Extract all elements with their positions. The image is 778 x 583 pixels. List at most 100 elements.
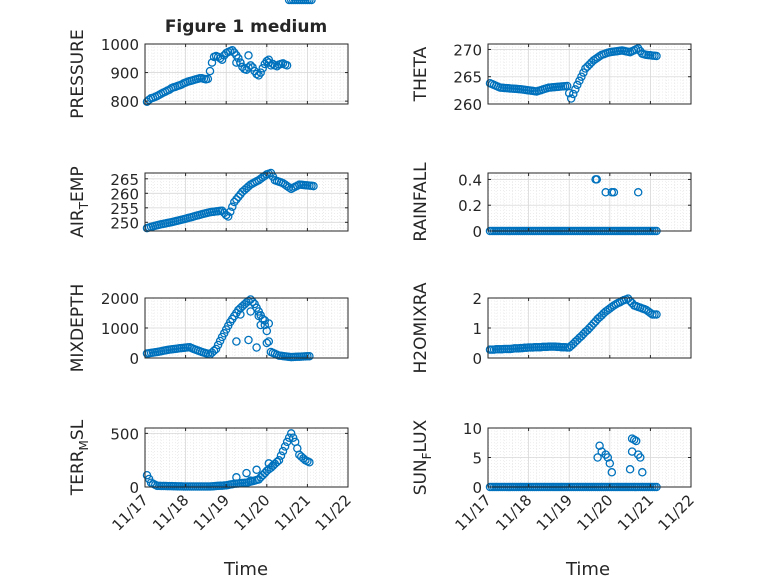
data-point <box>638 468 647 477</box>
data-point <box>256 68 265 77</box>
panel-theta: 260 265 270 THETA <box>411 41 692 114</box>
data-point <box>215 336 225 346</box>
data-point <box>305 351 314 361</box>
data-point <box>585 60 594 69</box>
x-tick-label: 11/21 <box>271 491 314 534</box>
data-point <box>569 89 578 99</box>
data-point <box>252 343 261 352</box>
y-tick-label: 2000 <box>101 290 139 308</box>
data-point <box>246 61 255 70</box>
y-tick-label: 265 <box>110 171 139 189</box>
data-point <box>280 442 290 451</box>
y-axis-label: THETA <box>411 46 431 102</box>
data-point <box>274 455 284 465</box>
data-point <box>232 473 241 482</box>
axes-box <box>144 43 349 105</box>
y-axis-label: SUNFLUX <box>411 419 434 495</box>
data-point <box>282 437 292 447</box>
data-point <box>246 476 255 485</box>
data-point <box>592 175 602 184</box>
data-point <box>307 0 316 5</box>
data-point <box>577 72 586 81</box>
data-point <box>211 344 221 354</box>
y-tick-label: 270 <box>453 41 482 59</box>
data-point <box>262 338 272 348</box>
data-point <box>631 436 641 446</box>
x-tick-label: 11/20 <box>230 491 273 534</box>
data-point <box>625 465 635 474</box>
data-point <box>601 188 610 197</box>
data-point <box>646 308 655 318</box>
data-point <box>605 459 615 468</box>
data-point <box>209 346 219 356</box>
data-point <box>230 197 239 207</box>
data-point <box>254 311 263 321</box>
y-tick-label: 255 <box>110 200 139 218</box>
panel-mixdepth: 0 1000 2000 MIXDEPTH <box>68 284 349 373</box>
data-point <box>246 307 255 316</box>
data-point <box>226 207 235 216</box>
x-tick-label: 11/22 <box>655 491 698 534</box>
y-axis-label: PRESSURE <box>68 29 88 118</box>
y-tick-label: 1000 <box>101 320 139 338</box>
data-point <box>595 441 604 450</box>
data-point <box>232 337 241 346</box>
y-tick-label: 10 <box>463 420 482 438</box>
x-tick-label: 11/17 <box>452 491 495 534</box>
data-point <box>236 58 245 67</box>
data-point <box>252 465 261 475</box>
data-point <box>234 54 243 63</box>
y-tick-label: 0 <box>129 479 139 497</box>
x-tick-label: 11/19 <box>190 491 233 534</box>
data-point <box>232 58 241 67</box>
data-point <box>264 55 274 64</box>
axes-box <box>487 43 692 105</box>
data-point <box>234 192 243 202</box>
y-axis-label: H2OMIXRA <box>411 282 431 373</box>
data-point <box>228 46 237 55</box>
data-point <box>575 76 584 86</box>
y-tick-label: 0.2 <box>458 197 482 215</box>
data-point <box>603 453 613 462</box>
data-point <box>244 335 253 345</box>
data-point <box>288 433 298 442</box>
y-axis-label: MIXDEPTH <box>68 284 88 373</box>
panel-pressure: 800 900 1000 PRESSURE <box>68 0 349 119</box>
y-tick-label: 900 <box>110 65 139 83</box>
axes-box <box>487 172 692 232</box>
x-axis-label-left: Time <box>223 559 268 580</box>
x-tick-label: 11/17 <box>109 491 152 534</box>
y-axis-label: AIRTEMP <box>68 166 91 237</box>
data-point <box>609 188 619 197</box>
data-point <box>286 429 296 438</box>
data-point <box>264 459 274 468</box>
data-point <box>607 468 617 477</box>
data-point <box>276 451 286 460</box>
data-point <box>278 446 288 456</box>
x-tick-label: 11/18 <box>149 491 192 534</box>
data-point <box>242 468 251 478</box>
data-point <box>266 61 276 70</box>
y-tick-label: 265 <box>453 69 482 87</box>
y-tick-label: 0 <box>472 479 482 497</box>
data-point <box>284 183 294 192</box>
data-point <box>564 88 574 98</box>
y-tick-label: 2 <box>472 290 482 308</box>
y-tick-label: 260 <box>110 185 139 203</box>
data-point <box>223 212 233 221</box>
data-point <box>636 453 645 462</box>
y-tick-label: 0 <box>472 350 482 368</box>
data-point <box>203 74 213 84</box>
data-point <box>244 63 253 72</box>
y-axis-label: TERRMSL <box>68 419 91 496</box>
data-point <box>573 80 582 90</box>
x-tick-label: 11/20 <box>573 491 616 534</box>
x-tick-label: 11/21 <box>614 491 657 534</box>
data-point <box>579 68 588 77</box>
data-point <box>252 69 261 79</box>
data-point <box>228 202 237 212</box>
data-point <box>236 310 245 319</box>
